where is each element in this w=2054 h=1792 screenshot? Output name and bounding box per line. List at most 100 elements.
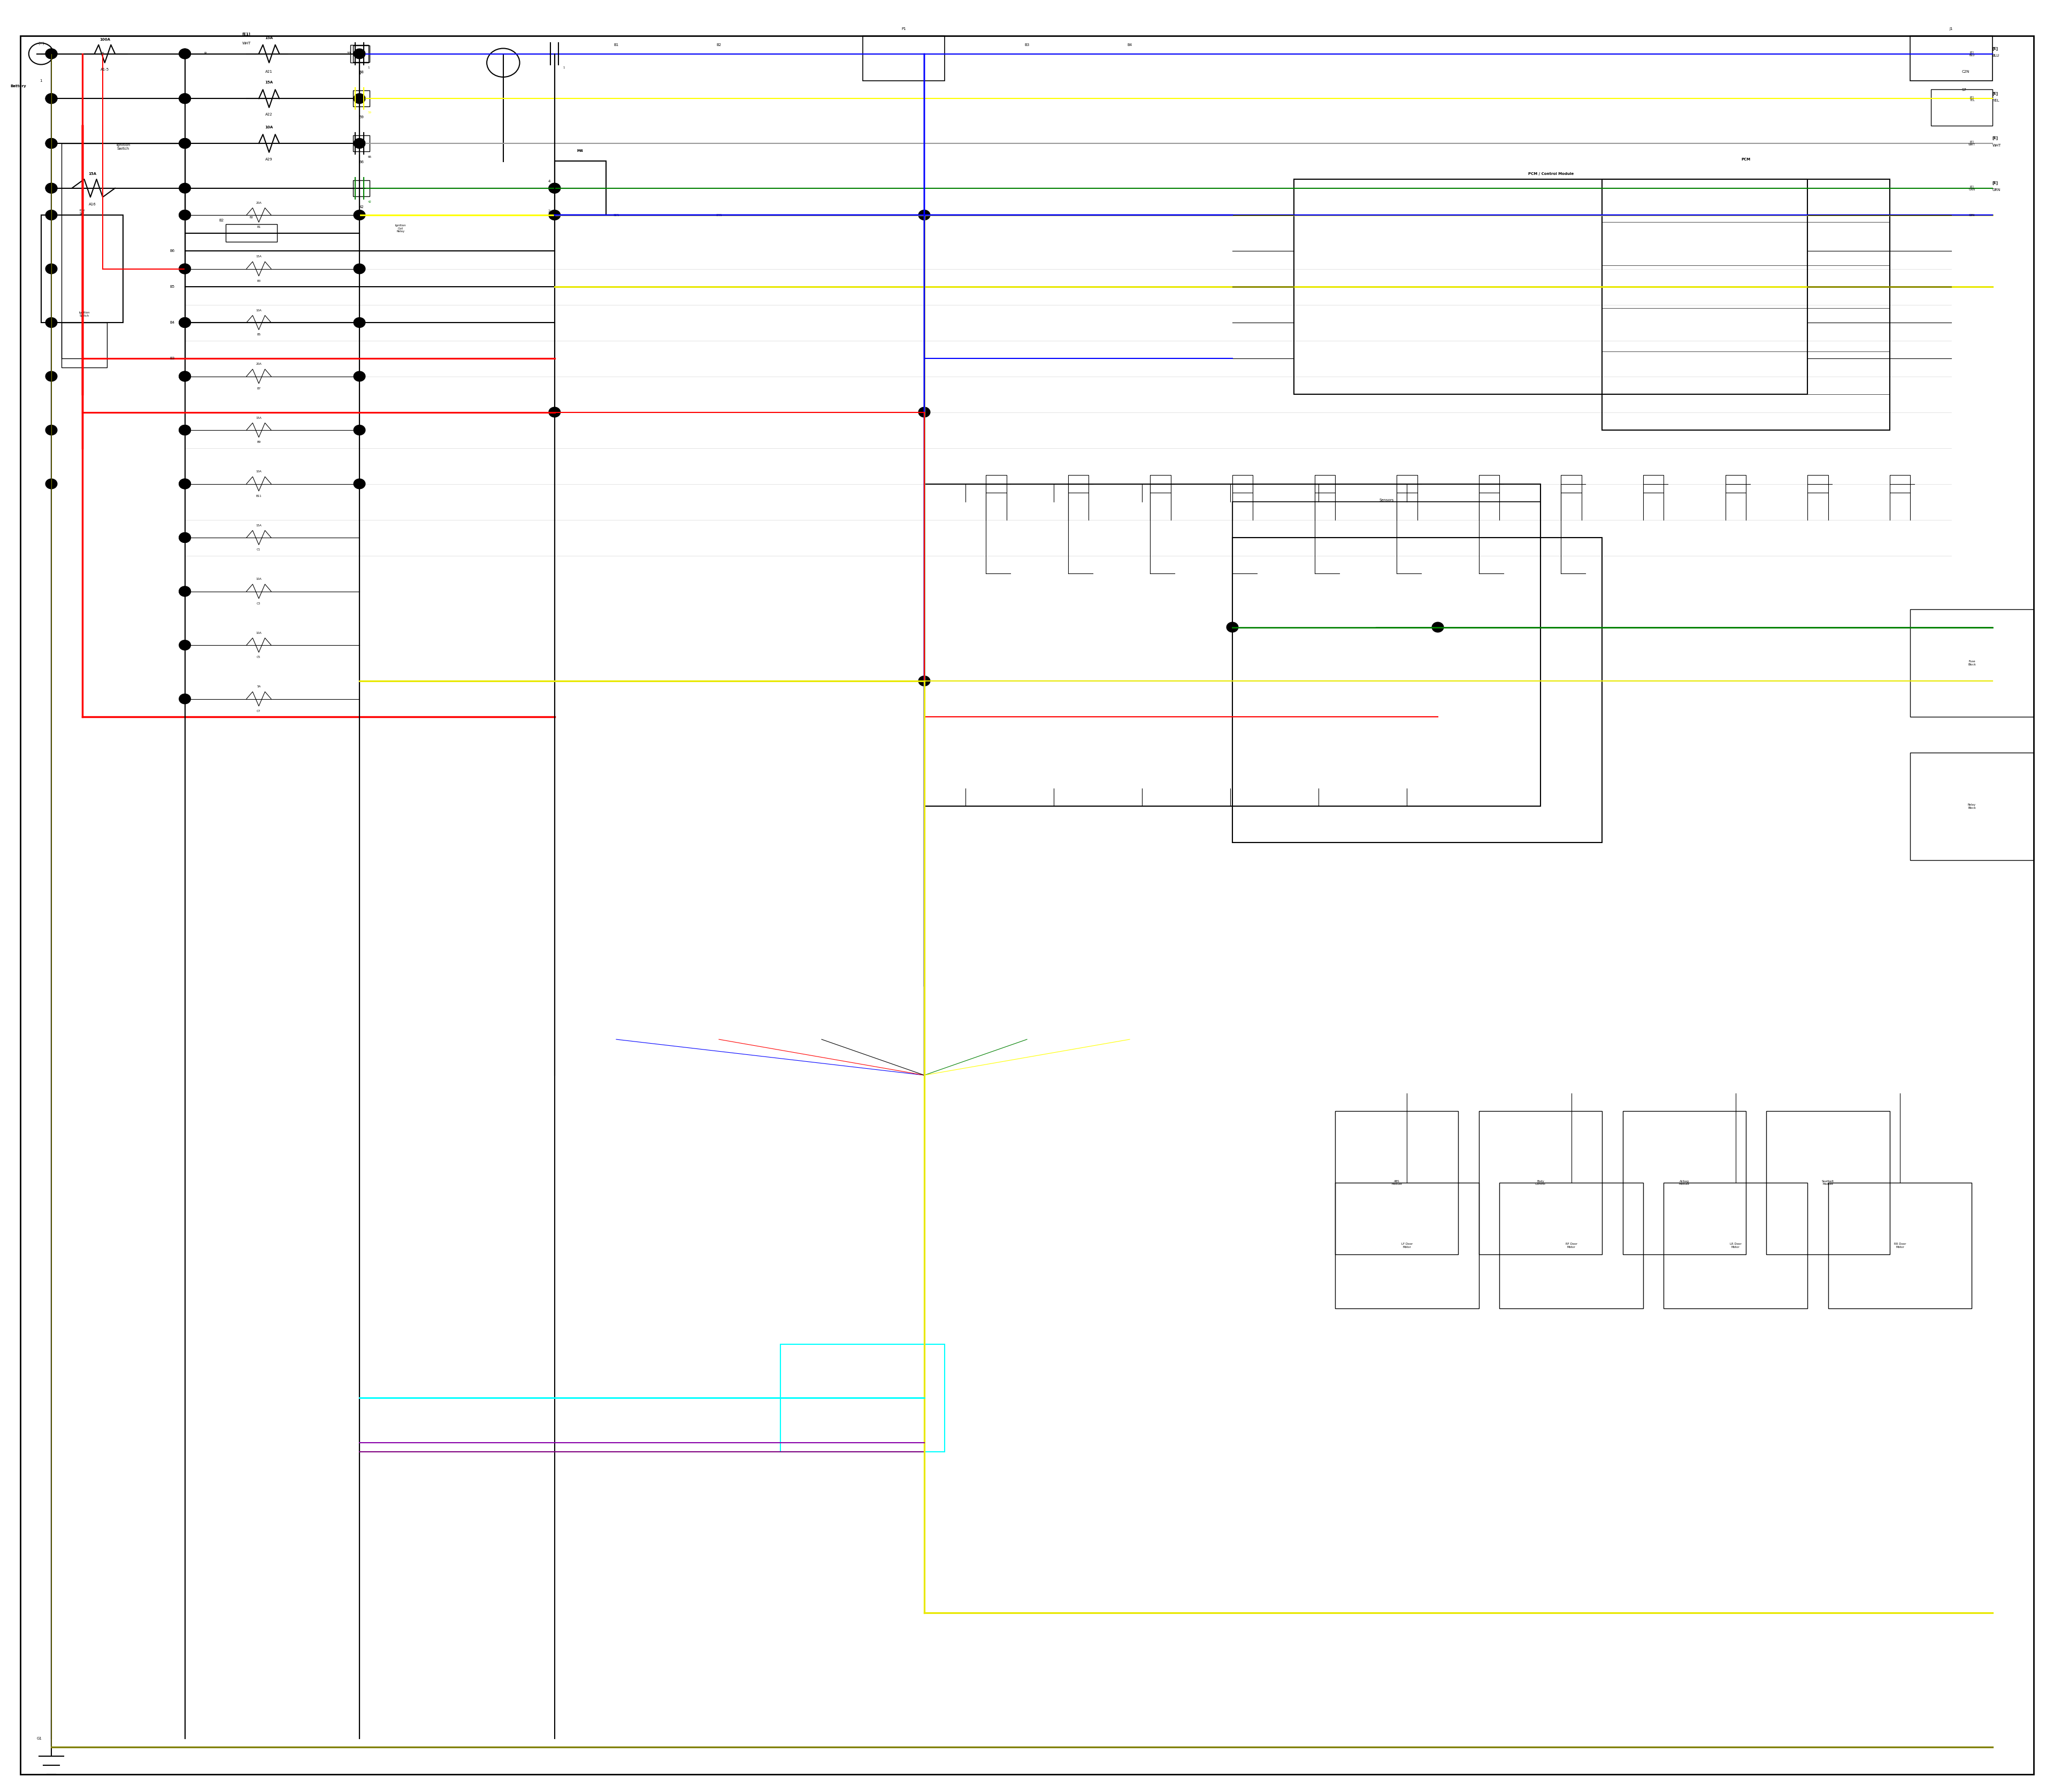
Text: C4N: C4N (717, 213, 721, 217)
Bar (62, 323, 107, 367)
Bar (226, 224, 277, 242)
Circle shape (548, 183, 561, 194)
Text: 20A: 20A (257, 202, 261, 204)
Text: T1: T1 (347, 52, 351, 56)
Text: 4: 4 (548, 179, 550, 183)
Circle shape (353, 93, 366, 104)
Text: YEL: YEL (1992, 99, 1999, 102)
Circle shape (353, 317, 366, 328)
Text: 1: 1 (357, 72, 362, 75)
Text: [E]
BLU: [E] BLU (1970, 50, 1974, 57)
Text: [E]
GRN: [E] GRN (1968, 185, 1976, 192)
Text: 59: 59 (368, 111, 372, 113)
Circle shape (179, 640, 191, 650)
Text: C7: C7 (257, 710, 261, 711)
Text: B5: B5 (170, 285, 175, 289)
Text: B1: B1 (257, 226, 261, 228)
Circle shape (179, 48, 191, 59)
Bar (924, 484, 1540, 806)
Circle shape (45, 48, 58, 59)
Circle shape (179, 371, 191, 382)
Bar (1643, 475, 1664, 493)
Circle shape (45, 93, 58, 104)
Circle shape (179, 694, 191, 704)
Circle shape (45, 263, 58, 274)
Text: Battery: Battery (10, 84, 27, 88)
Circle shape (179, 210, 191, 220)
Text: C5: C5 (257, 656, 261, 658)
Bar (986, 475, 1006, 493)
Circle shape (353, 425, 366, 435)
Bar (863, 36, 945, 81)
Text: 66: 66 (368, 156, 372, 158)
Circle shape (548, 407, 561, 418)
Text: 10A: 10A (257, 633, 261, 634)
Bar (1294, 179, 1808, 394)
Text: 1: 1 (39, 79, 43, 82)
Circle shape (179, 478, 191, 489)
Text: Airbag
Module: Airbag Module (1678, 1179, 1690, 1186)
Text: 2: 2 (548, 210, 550, 213)
Bar (353, 90, 370, 106)
Circle shape (179, 371, 191, 382)
Circle shape (179, 263, 191, 274)
Circle shape (1432, 622, 1444, 633)
Bar (1910, 36, 1992, 81)
Circle shape (353, 371, 366, 382)
Bar (1910, 609, 2033, 717)
Bar (1890, 475, 1910, 493)
Text: 10A: 10A (257, 579, 261, 581)
Circle shape (548, 210, 561, 220)
Bar (1479, 1111, 1602, 1254)
Text: [E]
YEL: [E] YEL (1970, 95, 1974, 102)
Text: C2N: C2N (614, 213, 618, 217)
Text: B3: B3 (257, 280, 261, 281)
Circle shape (179, 317, 191, 328)
Text: Seatbelt
Module: Seatbelt Module (1822, 1179, 1834, 1186)
Text: B6: B6 (170, 249, 175, 253)
Bar (1232, 475, 1253, 493)
Text: J1: J1 (1949, 27, 1953, 30)
Text: ABS
Module: ABS Module (1391, 1179, 1403, 1186)
Text: B: B (203, 52, 207, 56)
Circle shape (353, 210, 366, 220)
Circle shape (353, 138, 366, 149)
Circle shape (179, 93, 191, 104)
Bar (1150, 475, 1171, 493)
Text: B1: B1 (614, 43, 618, 47)
Circle shape (179, 48, 191, 59)
Circle shape (179, 532, 191, 543)
Text: [E]: [E] (1992, 181, 1999, 185)
Circle shape (179, 425, 191, 435)
Bar (1335, 1111, 1458, 1254)
Text: B7: B7 (257, 387, 261, 389)
Bar (1808, 475, 1828, 493)
Circle shape (45, 183, 58, 194)
Text: Body
Control: Body Control (1534, 1179, 1547, 1186)
Text: B4: B4 (170, 321, 175, 324)
Bar (349, 45, 370, 63)
Circle shape (353, 478, 366, 489)
Text: S7: S7 (1962, 88, 1966, 91)
Circle shape (918, 210, 930, 220)
Text: 100A: 100A (99, 38, 111, 41)
Text: RR Door
Motor: RR Door Motor (1894, 1242, 1906, 1249)
Bar (1828, 1183, 1972, 1308)
Text: A29: A29 (265, 158, 273, 161)
Text: 15A: 15A (265, 36, 273, 39)
Bar (1315, 475, 1335, 493)
Bar (555, 161, 606, 215)
Text: G1: G1 (37, 1736, 43, 1740)
Text: 15A: 15A (257, 256, 261, 258)
Text: C8N: C8N (1970, 213, 1974, 217)
Bar (1068, 475, 1089, 493)
Circle shape (548, 183, 561, 194)
Circle shape (179, 425, 191, 435)
Circle shape (45, 48, 58, 59)
Text: C1: C1 (257, 548, 261, 550)
Text: 59: 59 (359, 115, 364, 118)
Circle shape (45, 210, 58, 220)
Circle shape (1226, 622, 1239, 633)
Circle shape (45, 93, 58, 104)
Bar (1479, 475, 1499, 493)
